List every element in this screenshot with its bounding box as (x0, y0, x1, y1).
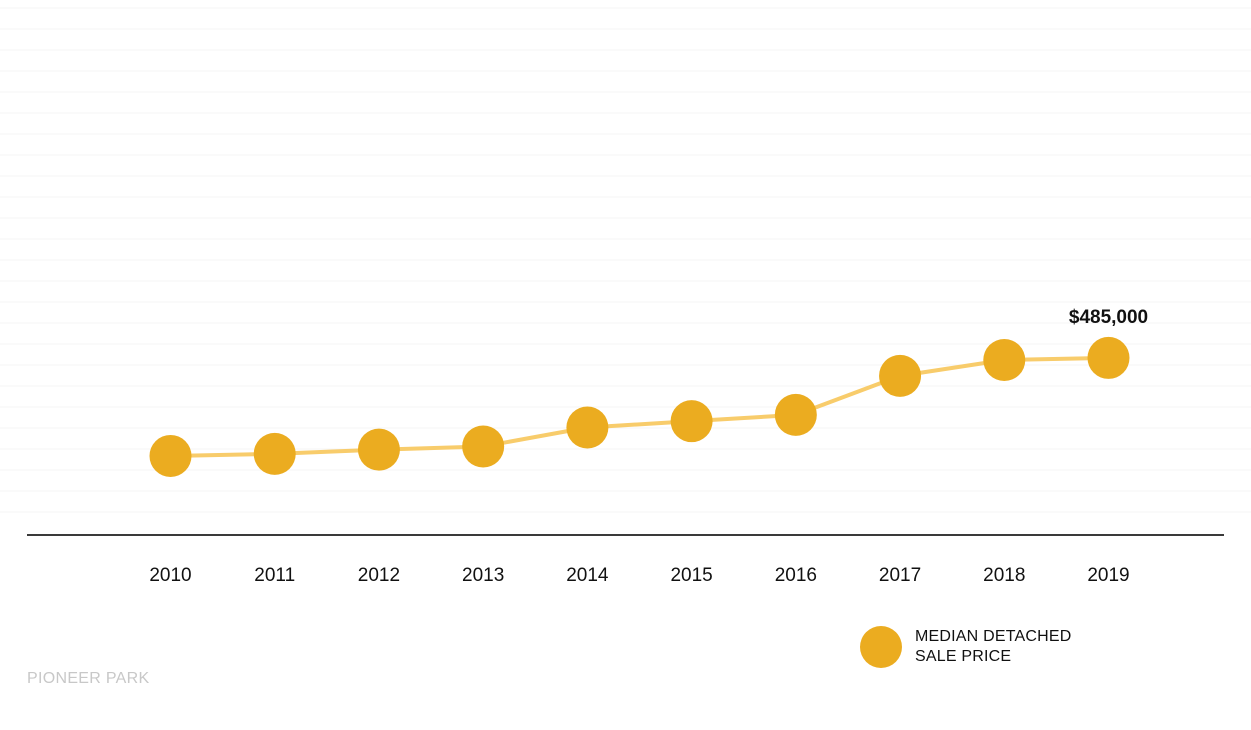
x-tick-label-2012: 2012 (358, 565, 400, 586)
x-tick-label-2019: 2019 (1087, 565, 1129, 586)
data-point-2011 (253, 432, 296, 475)
footer-label: PIONEER PARK (27, 670, 150, 687)
data-point-2015 (670, 400, 713, 443)
x-tick-label-2013: 2013 (462, 565, 504, 586)
data-point-2012 (357, 428, 400, 471)
x-tick-label-2017: 2017 (879, 565, 921, 586)
data-point-2016 (774, 393, 817, 436)
legend: MEDIAN DETACHED SALE PRICE (860, 626, 1072, 668)
legend-label: MEDIAN DETACHED SALE PRICE (915, 627, 1072, 667)
data-point-2014 (566, 406, 609, 449)
x-tick-label-2015: 2015 (670, 565, 712, 586)
legend-label-line2: SALE PRICE (915, 648, 1012, 665)
value-annotation: $485,000 (1069, 307, 1148, 328)
x-tick-label-2014: 2014 (566, 565, 609, 586)
data-point-2019 (1087, 336, 1130, 379)
data-point-2017 (879, 354, 922, 397)
x-tick-label-2016: 2016 (775, 565, 817, 586)
legend-label-line1: MEDIAN DETACHED (915, 628, 1072, 645)
data-point-2013 (462, 425, 505, 468)
legend-swatch (860, 626, 902, 668)
data-point-2010 (149, 434, 192, 477)
gridlines (0, 7, 1251, 513)
data-point-2018 (983, 339, 1026, 382)
series-line (170, 355, 1109, 458)
x-tick-label-2011: 2011 (254, 565, 295, 586)
x-tick-label-2018: 2018 (983, 565, 1025, 586)
series-markers (149, 336, 1130, 477)
x-tick-label-2010: 2010 (149, 565, 191, 586)
x-tick-labels: 2010 2011 2012 2013 2014 2015 2016 2017 2018 2019 (149, 565, 1129, 586)
